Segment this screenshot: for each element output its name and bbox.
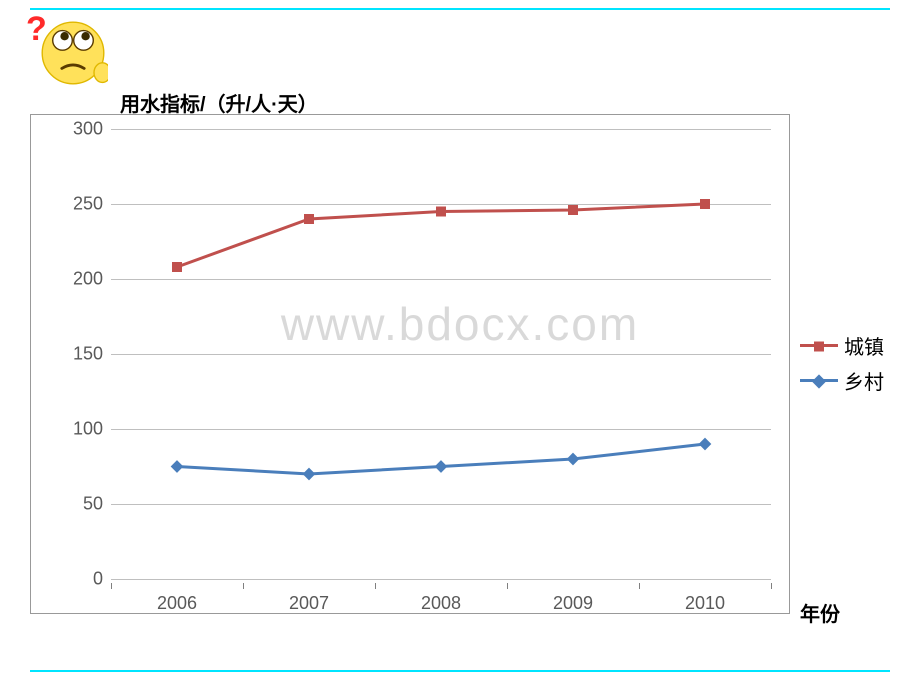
thinking-emoji: ? [38, 18, 108, 88]
x-tick-mark [111, 583, 112, 589]
y-tick-label: 300 [73, 119, 111, 140]
legend-line-icon [800, 379, 838, 382]
x-axis-title: 年份 [800, 598, 840, 627]
series-乡村 [111, 129, 771, 579]
x-tick-label: 2007 [289, 593, 329, 614]
x-tick-label: 2006 [157, 593, 197, 614]
y-tick-label: 200 [73, 269, 111, 290]
y-axis-title: 用水指标/（升/人·天） [120, 88, 318, 117]
legend-item: 乡村 [800, 366, 884, 395]
x-tick-mark [243, 583, 244, 589]
y-tick-label: 100 [73, 419, 111, 440]
legend-marker-icon [812, 374, 826, 388]
x-tick-mark [507, 583, 508, 589]
chart-container: 050100150200250300 20062007200820092010 [30, 114, 790, 614]
y-tick-label: 50 [83, 494, 111, 515]
plot-area: 050100150200250300 [111, 129, 771, 579]
y-tick-label: 0 [93, 569, 111, 590]
x-tick-mark [771, 583, 772, 589]
gridline [111, 579, 771, 580]
legend-marker-icon [814, 342, 824, 352]
legend-label: 城镇 [844, 331, 884, 360]
top-rule [30, 8, 890, 10]
question-mark-icon: ? [26, 10, 47, 49]
x-tick-label: 2008 [421, 593, 461, 614]
legend-line-icon [800, 344, 838, 347]
x-tick-label: 2010 [685, 593, 725, 614]
bottom-rule [30, 670, 890, 672]
y-tick-label: 250 [73, 194, 111, 215]
y-tick-label: 150 [73, 344, 111, 365]
x-tick-label: 2009 [553, 593, 593, 614]
x-tick-mark [639, 583, 640, 589]
legend-item: 城镇 [800, 331, 884, 360]
x-tick-mark [375, 583, 376, 589]
legend: 城镇乡村 [800, 325, 884, 401]
legend-label: 乡村 [844, 366, 884, 395]
